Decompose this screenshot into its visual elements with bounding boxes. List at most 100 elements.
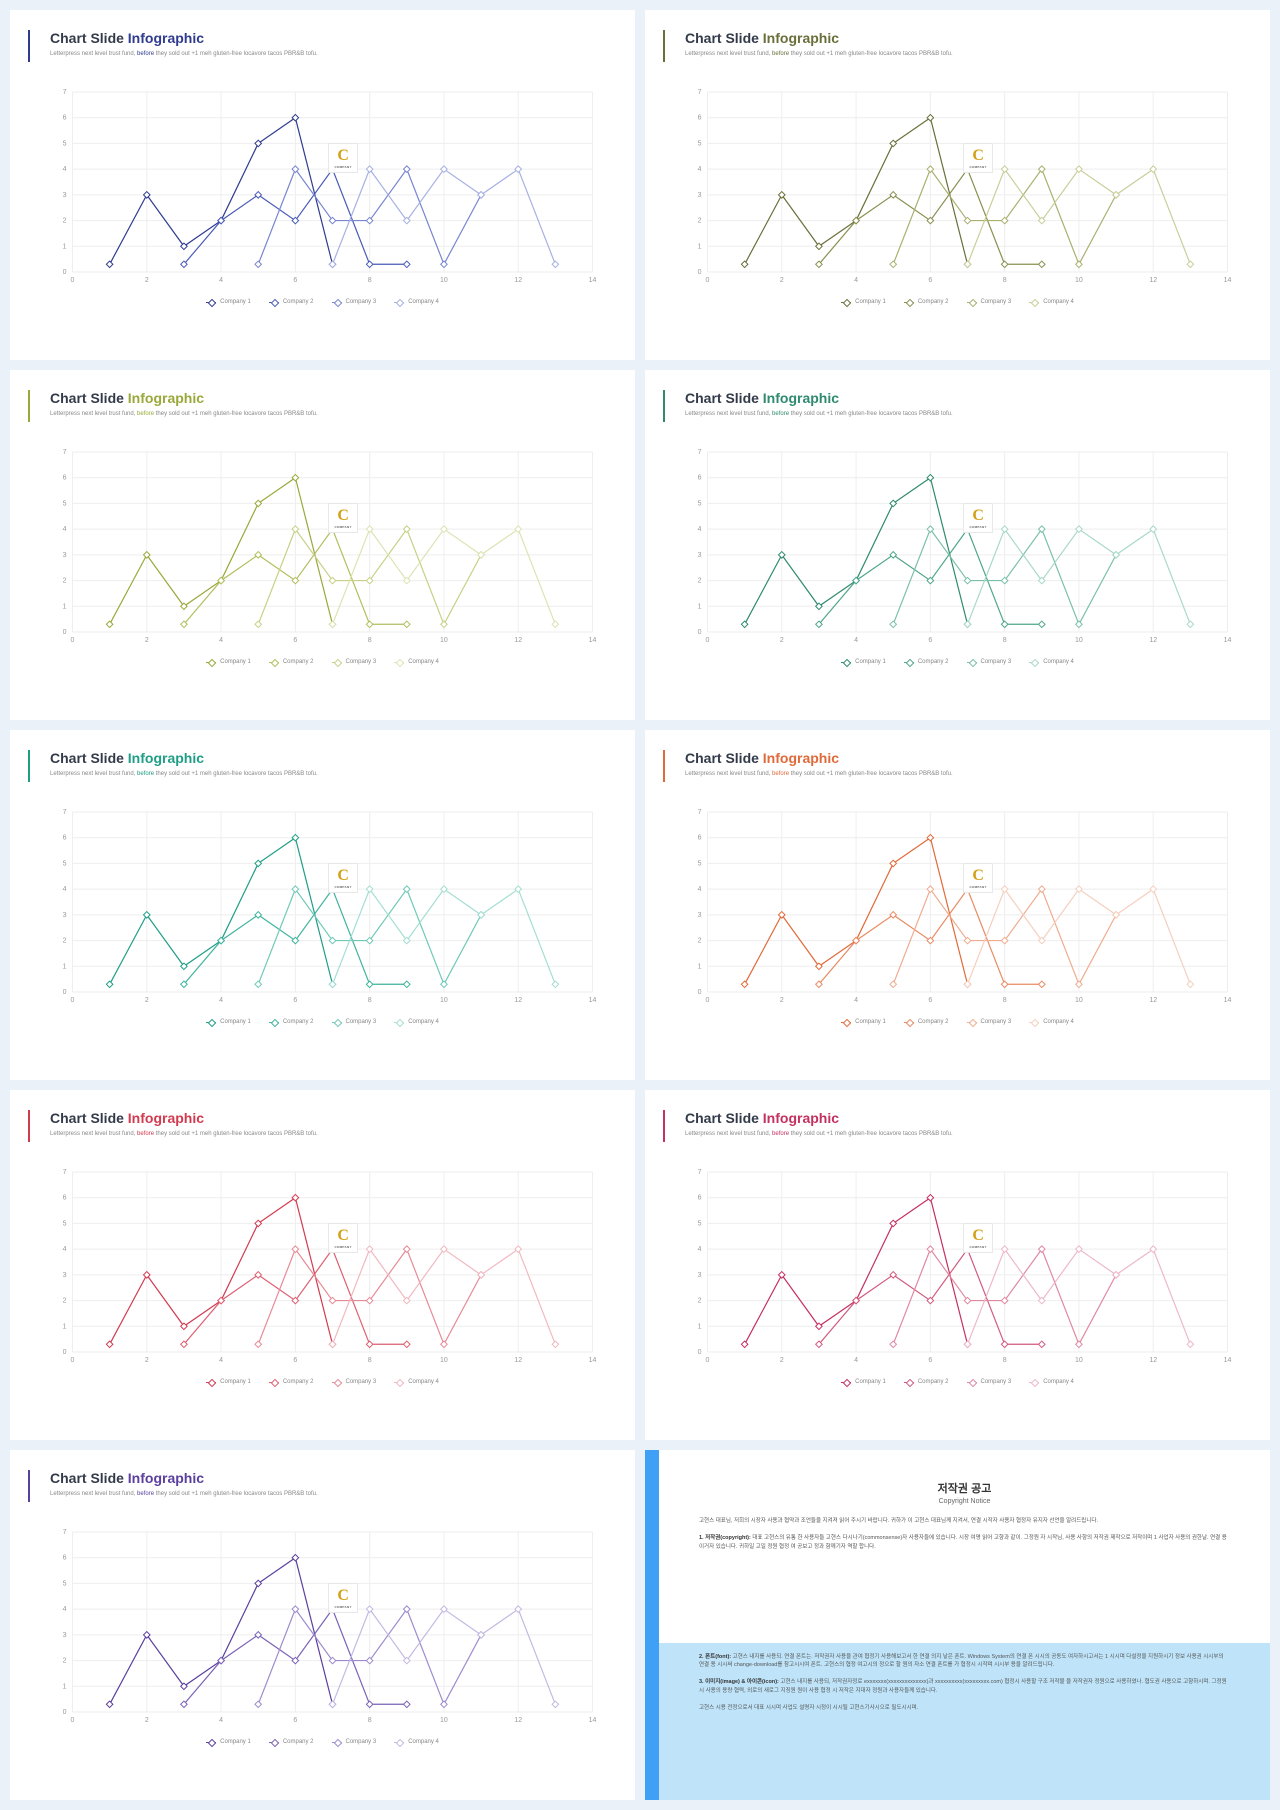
legend-label: Company 1 xyxy=(220,1379,251,1385)
legend-item: Company 4 xyxy=(394,1379,439,1385)
legend-label: Company 4 xyxy=(408,659,439,665)
legend-item: Company 1 xyxy=(841,1379,886,1385)
legend-item: Company 2 xyxy=(269,1019,314,1025)
copyright-title: 저작권 공고 xyxy=(699,1480,1230,1496)
svg-text:6: 6 xyxy=(63,475,67,482)
svg-text:4: 4 xyxy=(63,526,67,533)
accent-bar xyxy=(28,1470,30,1502)
copyright-para: 3. 이미지(image) & 아이콘(icon): 고현스 내지를 사용되, … xyxy=(699,1678,1230,1696)
svg-text:7: 7 xyxy=(698,449,702,456)
svg-text:12: 12 xyxy=(514,1357,522,1364)
logo-badge: CCOMPANY xyxy=(328,863,358,893)
svg-text:5: 5 xyxy=(63,860,67,867)
svg-text:5: 5 xyxy=(63,140,67,147)
line-chart: 0123456702468101214 xyxy=(40,807,605,1007)
svg-text:12: 12 xyxy=(1149,1357,1157,1364)
chart-legend: Company 1 Company 2 Company 3 Company 4 xyxy=(675,1019,1240,1025)
legend-label: Company 1 xyxy=(855,299,886,305)
svg-text:1: 1 xyxy=(63,243,67,250)
svg-text:4: 4 xyxy=(63,1606,67,1613)
svg-text:5: 5 xyxy=(63,1580,67,1587)
svg-text:10: 10 xyxy=(1075,277,1083,284)
svg-text:1: 1 xyxy=(698,1323,702,1330)
svg-text:1: 1 xyxy=(698,963,702,970)
legend-item: Company 1 xyxy=(206,1739,251,1745)
slide-title: Chart Slide Infographic xyxy=(675,390,1240,408)
legend-label: Company 3 xyxy=(346,299,377,305)
legend-item: Company 2 xyxy=(904,1019,949,1025)
line-chart: 0123456702468101214 xyxy=(675,87,1240,287)
svg-text:6: 6 xyxy=(63,1555,67,1562)
legend-item: Company 1 xyxy=(206,659,251,665)
svg-text:1: 1 xyxy=(698,243,702,250)
line-chart: 0123456702468101214 xyxy=(675,1167,1240,1367)
svg-text:5: 5 xyxy=(698,1220,702,1227)
svg-text:3: 3 xyxy=(698,192,702,199)
legend-label: Company 4 xyxy=(408,1739,439,1745)
accent-bar xyxy=(28,1110,30,1142)
chart-legend: Company 1 Company 2 Company 3 Company 4 xyxy=(40,1379,605,1385)
slide-title: Chart Slide Infographic xyxy=(675,1110,1240,1128)
svg-text:12: 12 xyxy=(1149,277,1157,284)
legend-label: Company 2 xyxy=(283,1379,314,1385)
svg-text:3: 3 xyxy=(698,912,702,919)
svg-text:8: 8 xyxy=(368,637,372,644)
legend-label: Company 3 xyxy=(346,1379,377,1385)
logo-badge: CCOMPANY xyxy=(963,503,993,533)
svg-text:0: 0 xyxy=(71,1357,75,1364)
svg-text:8: 8 xyxy=(368,277,372,284)
svg-text:4: 4 xyxy=(854,277,858,284)
legend-item: Company 1 xyxy=(206,1019,251,1025)
svg-text:4: 4 xyxy=(854,637,858,644)
slide-title: Chart Slide Infographic xyxy=(40,30,605,48)
logo-badge: CCOMPANY xyxy=(963,863,993,893)
svg-text:2: 2 xyxy=(698,938,702,945)
chart-slide: Chart Slide Infographic Letterpress next… xyxy=(645,370,1270,720)
copyright-para: 고현스 시용 전정으로서 대표 시시며 사업도 설명자 시정이 시시될 고현스기… xyxy=(699,1704,1230,1713)
svg-text:3: 3 xyxy=(63,552,67,559)
legend-label: Company 3 xyxy=(346,1739,377,1745)
svg-text:10: 10 xyxy=(440,277,448,284)
svg-text:2: 2 xyxy=(145,997,149,1004)
slide-subtitle: Letterpress next level trust fund, befor… xyxy=(675,1131,1240,1137)
svg-text:0: 0 xyxy=(63,629,67,636)
legend-label: Company 4 xyxy=(1043,1019,1074,1025)
svg-text:6: 6 xyxy=(928,277,932,284)
legend-label: Company 4 xyxy=(408,1379,439,1385)
svg-text:7: 7 xyxy=(63,809,67,816)
svg-text:6: 6 xyxy=(63,115,67,122)
chart-legend: Company 1 Company 2 Company 3 Company 4 xyxy=(40,299,605,305)
svg-text:4: 4 xyxy=(854,997,858,1004)
svg-text:0: 0 xyxy=(706,637,710,644)
legend-item: Company 1 xyxy=(206,1379,251,1385)
svg-text:4: 4 xyxy=(219,637,223,644)
svg-text:6: 6 xyxy=(928,997,932,1004)
svg-text:5: 5 xyxy=(63,1220,67,1227)
slide-subtitle: Letterpress next level trust fund, befor… xyxy=(675,51,1240,57)
chart-legend: Company 1 Company 2 Company 3 Company 4 xyxy=(40,1019,605,1025)
svg-text:12: 12 xyxy=(1149,997,1157,1004)
svg-text:3: 3 xyxy=(698,552,702,559)
legend-item: Company 3 xyxy=(332,1739,377,1745)
chart-legend: Company 1 Company 2 Company 3 Company 4 xyxy=(675,659,1240,665)
legend-item: Company 1 xyxy=(841,299,886,305)
line-chart: 0123456702468101214 xyxy=(40,87,605,287)
legend-item: Company 2 xyxy=(904,1379,949,1385)
svg-text:6: 6 xyxy=(293,277,297,284)
legend-label: Company 2 xyxy=(918,1019,949,1025)
svg-text:7: 7 xyxy=(63,1529,67,1536)
chart-legend: Company 1 Company 2 Company 3 Company 4 xyxy=(40,1739,605,1745)
svg-text:8: 8 xyxy=(368,997,372,1004)
svg-text:1: 1 xyxy=(698,603,702,610)
svg-text:8: 8 xyxy=(1003,1357,1007,1364)
svg-text:7: 7 xyxy=(698,89,702,96)
legend-item: Company 4 xyxy=(1029,659,1074,665)
svg-text:5: 5 xyxy=(63,500,67,507)
svg-text:6: 6 xyxy=(293,637,297,644)
svg-text:4: 4 xyxy=(63,886,67,893)
svg-text:14: 14 xyxy=(589,997,597,1004)
svg-text:3: 3 xyxy=(63,1632,67,1639)
svg-text:4: 4 xyxy=(219,997,223,1004)
legend-label: Company 4 xyxy=(408,1019,439,1025)
svg-text:2: 2 xyxy=(698,1298,702,1305)
